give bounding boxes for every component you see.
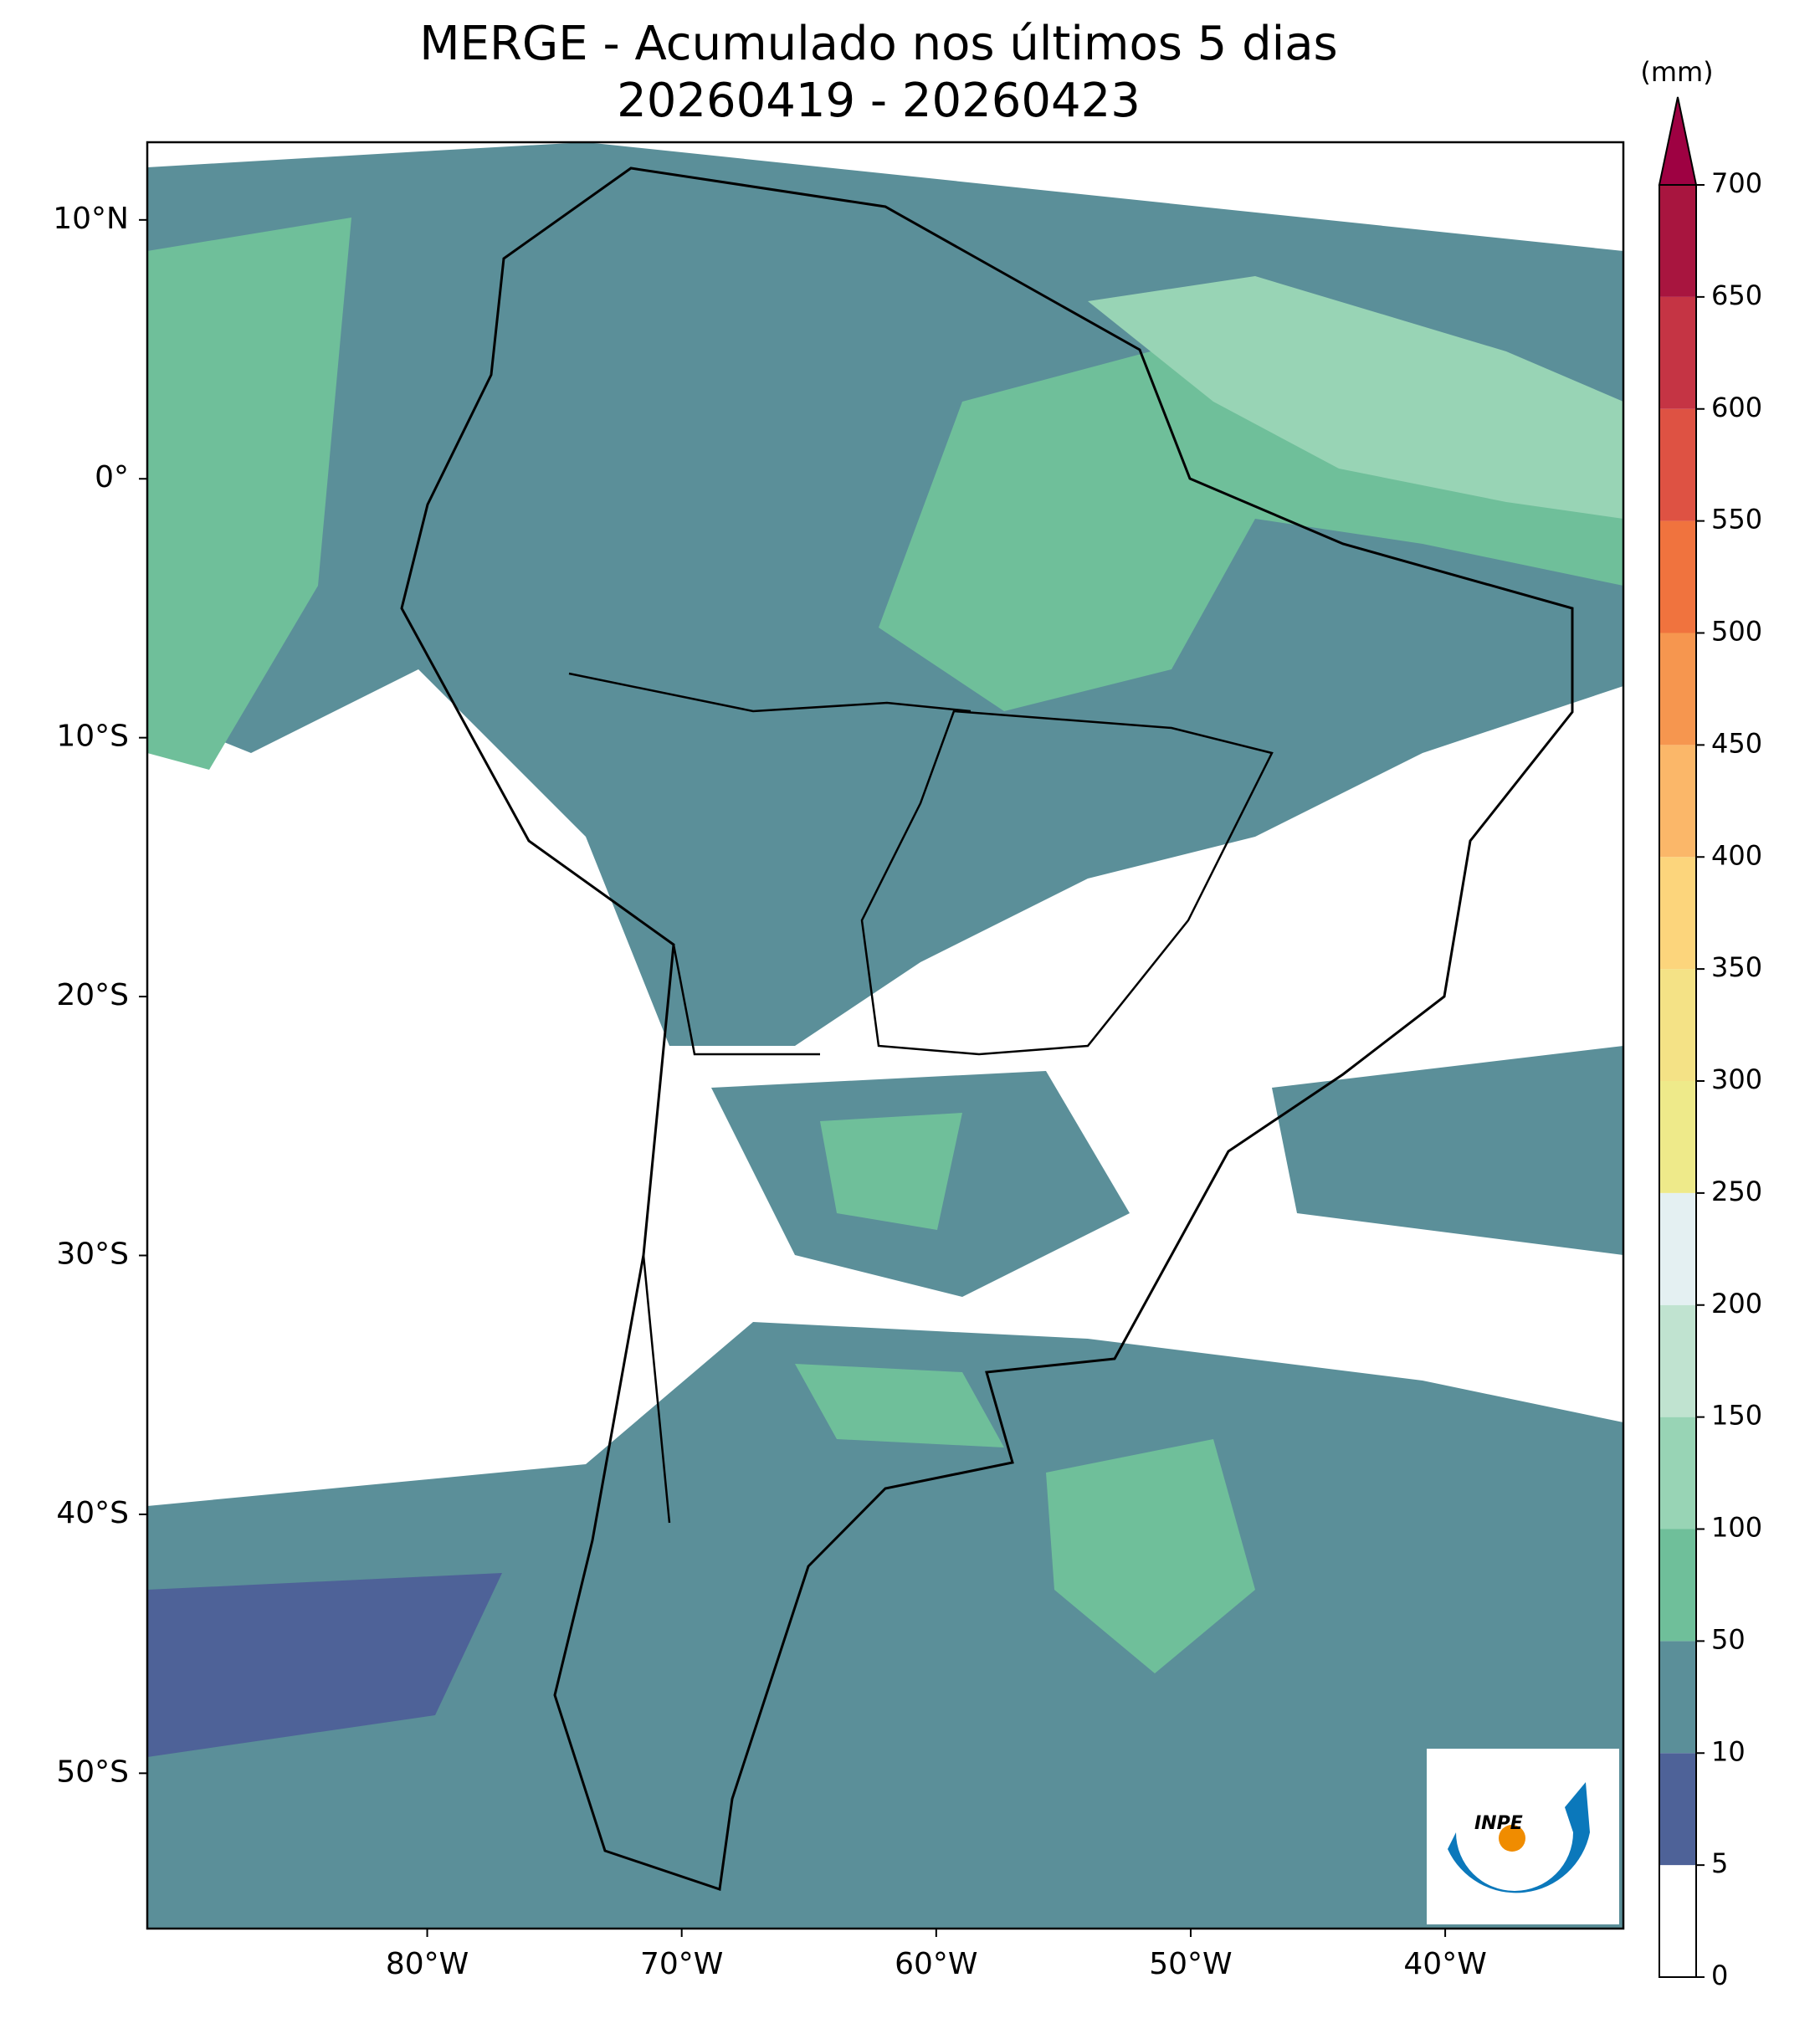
colorbar-tick-label: 400	[1711, 839, 1762, 871]
colorbar-segment	[1659, 969, 1696, 1081]
y-tick-label: 30°S	[56, 1237, 129, 1272]
colorbar-tick-label: 350	[1711, 951, 1762, 983]
colorbar-segment	[1659, 1192, 1696, 1305]
colorbar-tick-label: 600	[1711, 392, 1762, 423]
y-tick-label: 10°N	[53, 202, 129, 236]
colorbar-tick-label: 200	[1711, 1288, 1762, 1319]
colorbar-segment	[1659, 1081, 1696, 1193]
y-tick-label: 0°	[95, 460, 129, 494]
subtitle: 20260419 - 20260423	[617, 74, 1141, 128]
colorbar-segment	[1659, 296, 1696, 409]
colorbar-segment	[1659, 408, 1696, 521]
rain-region	[147, 218, 351, 770]
y-tick-label: 10°S	[56, 720, 129, 754]
border	[860, 710, 1274, 1056]
colorbar-segment	[1659, 633, 1696, 745]
colorbar-segment	[1659, 857, 1696, 970]
y-tick-label: 20°S	[56, 978, 129, 1012]
colorbar-tick-label: 10	[1711, 1735, 1746, 1767]
coastline	[400, 167, 1574, 1891]
y-tick-label: 40°S	[56, 1496, 129, 1530]
title: MERGE - Acumulado nos últimos 5 dias	[419, 17, 1337, 71]
colorbar-segment	[1659, 1529, 1696, 1642]
colorbar-tick-label: 650	[1711, 279, 1762, 311]
colorbar-segment	[1659, 1641, 1696, 1754]
rain-region	[820, 1113, 962, 1230]
colorbar-segment	[1659, 185, 1696, 297]
rain-region	[147, 1573, 502, 1757]
colorbar-tick-label: 550	[1711, 504, 1762, 535]
colorbar-tick-label: 100	[1711, 1512, 1762, 1544]
colorbar-tick-label: 5	[1711, 1847, 1728, 1879]
x-tick-label: 50°W	[1149, 1947, 1232, 1981]
colorbar-tick-label: 450	[1711, 727, 1762, 759]
x-tick-label: 80°W	[386, 1947, 469, 1981]
x-tick-label: 70°W	[640, 1947, 723, 1981]
map-frame	[146, 141, 1625, 1930]
x-tick-label: 40°W	[1403, 1947, 1486, 1981]
rain-region	[1272, 1046, 1623, 1255]
colorbar-segment	[1659, 745, 1696, 858]
colorbar-tick-label: 50	[1711, 1623, 1746, 1655]
rain-region	[795, 1364, 1004, 1447]
colorbar-tick-label: 300	[1711, 1063, 1762, 1095]
rain-region	[147, 1322, 1623, 1929]
colorbar-extend	[1658, 96, 1698, 186]
colorbar-tick-label: 150	[1711, 1400, 1762, 1432]
colorbar-segment	[1659, 520, 1696, 633]
logo-text: INPE	[1474, 1813, 1523, 1834]
colorbar-segment	[1659, 1865, 1696, 1977]
colorbar-segment	[1659, 1304, 1696, 1417]
logo-dot	[1499, 1825, 1525, 1852]
colorbar-segment	[1659, 1417, 1696, 1529]
border	[568, 672, 972, 1524]
colorbar-tick-label: 0	[1711, 1960, 1728, 1991]
y-tick-label: 50°S	[56, 1755, 129, 1789]
x-tick-label: 60°W	[895, 1947, 977, 1981]
colorbar-tick-label: 250	[1711, 1176, 1762, 1207]
colorbar-tick-label: 500	[1711, 616, 1762, 648]
logo: INPE	[1427, 1749, 1619, 1924]
map-area	[147, 142, 1623, 1929]
colorbar-segment	[1659, 1753, 1696, 1866]
colorbar-unit: (mm)	[1640, 56, 1713, 88]
colorbar-tick-label: 700	[1711, 167, 1762, 199]
rain-region	[1046, 1439, 1255, 1673]
rain-region	[1088, 276, 1623, 519]
